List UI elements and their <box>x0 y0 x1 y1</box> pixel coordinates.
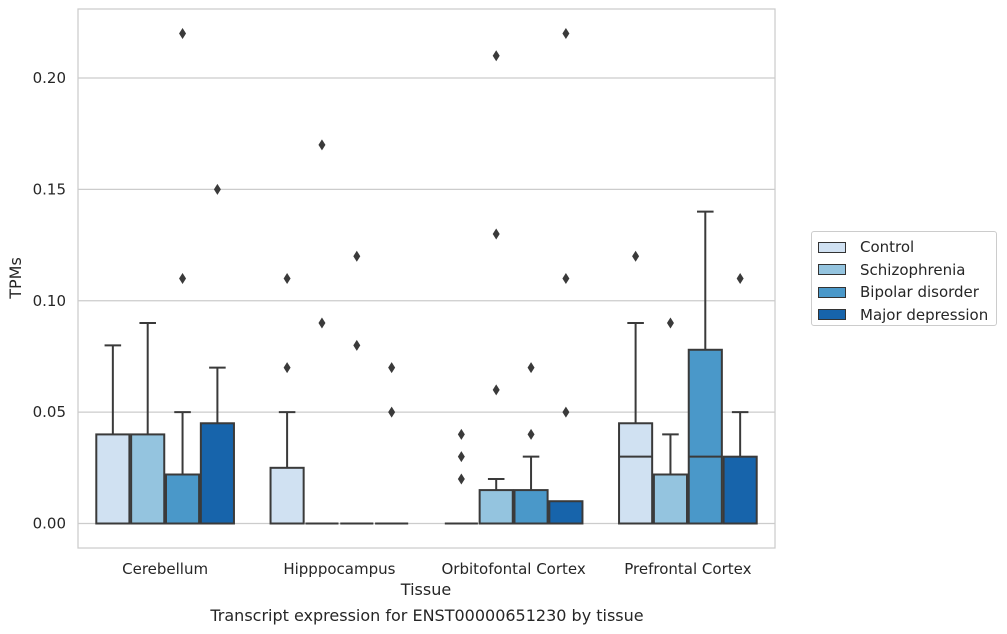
y-tick-labels: 0.00 0.05 0.10 0.15 0.20 <box>33 69 66 532</box>
outlier-point <box>492 384 500 396</box>
box-group <box>513 362 549 525</box>
outlier-point <box>283 362 291 374</box>
box <box>548 500 584 525</box>
x-axis-label: Tissue <box>400 580 451 599</box>
legend-swatch <box>818 264 846 276</box>
box-group <box>652 317 689 525</box>
outlier-point <box>388 406 396 418</box>
legend: Control Schizophrenia Bipolar disorder M… <box>811 231 997 326</box>
legend-label: Bipolar disorder <box>860 283 979 302</box>
box <box>652 473 689 525</box>
y-tick-label: 0.05 <box>33 403 66 421</box>
y-axis-label: TPMs <box>6 257 25 300</box>
outlier-point <box>562 273 570 284</box>
legend-label: Control <box>860 238 915 257</box>
box-group <box>199 183 235 525</box>
box <box>130 433 166 525</box>
box-group <box>444 428 478 525</box>
box <box>269 466 305 525</box>
box <box>199 422 235 525</box>
box-group <box>722 273 758 525</box>
box-plot-series <box>95 28 758 525</box>
box-group <box>269 273 305 525</box>
box-group <box>548 28 584 525</box>
legend-label: Schizophrenia <box>860 260 966 279</box>
outlier-point <box>318 317 326 329</box>
outlier-point <box>492 50 500 62</box>
outlier-point <box>457 451 465 463</box>
legend-item-bipolar-disorder: Bipolar disorder <box>818 281 996 304</box>
legend-swatch <box>818 241 846 253</box>
outlier-point <box>632 250 640 262</box>
box-group <box>164 28 201 525</box>
outlier-point <box>213 183 221 195</box>
legend-swatch <box>818 286 846 298</box>
x-tick-label: Hipppocampus <box>283 560 395 578</box>
outlier-point <box>179 28 187 39</box>
box-group <box>130 322 166 525</box>
outlier-point <box>283 273 291 284</box>
legend-label: Major depression <box>860 305 989 324</box>
outlier-point <box>318 139 326 151</box>
box-group <box>375 362 409 525</box>
outlier-point <box>562 28 570 39</box>
y-tick-label: 0.15 <box>33 180 66 198</box>
outlier-point <box>562 406 570 418</box>
legend-item-major-depression: Major depression <box>818 304 996 327</box>
outlier-point <box>457 428 465 440</box>
outlier-point <box>666 317 674 329</box>
outlier-point <box>492 228 500 240</box>
x-tick-labels: Cerebellum Hipppocampus Orbitofontal Corte… <box>122 560 751 578</box>
box <box>478 489 514 525</box>
box-group <box>687 210 723 525</box>
box <box>618 422 654 525</box>
box <box>164 473 201 525</box>
outlier-point <box>736 273 744 284</box>
y-tick-label: 0.00 <box>33 515 66 533</box>
outlier-point <box>353 250 361 262</box>
y-tick-label: 0.20 <box>33 69 66 87</box>
box-group <box>305 139 339 525</box>
outlier-point <box>353 339 361 351</box>
legend-item-control: Control <box>818 236 996 259</box>
outlier-point <box>457 473 465 485</box>
outlier-point <box>179 273 187 284</box>
box <box>722 455 758 525</box>
box <box>687 348 723 525</box>
chart-caption: Transcript expression for ENST0000065123… <box>210 606 644 625</box>
legend-item-schizophrenia: Schizophrenia <box>818 259 996 282</box>
box-group <box>95 344 131 525</box>
x-tick-label: Prefrontal Cortex <box>624 560 751 578</box>
box <box>513 489 549 525</box>
outlier-point <box>527 362 535 374</box>
box <box>95 433 131 525</box>
box-group <box>618 250 654 525</box>
plot-frame <box>77 8 776 549</box>
box-group <box>478 50 514 525</box>
y-tick-label: 0.10 <box>33 292 66 310</box>
legend-swatch <box>818 309 846 321</box>
outlier-point <box>388 362 396 374</box>
x-tick-label: Cerebellum <box>122 560 208 578</box>
box-group <box>340 250 374 525</box>
outlier-point <box>527 428 535 440</box>
x-tick-label: Orbitofontal Cortex <box>442 560 586 578</box>
